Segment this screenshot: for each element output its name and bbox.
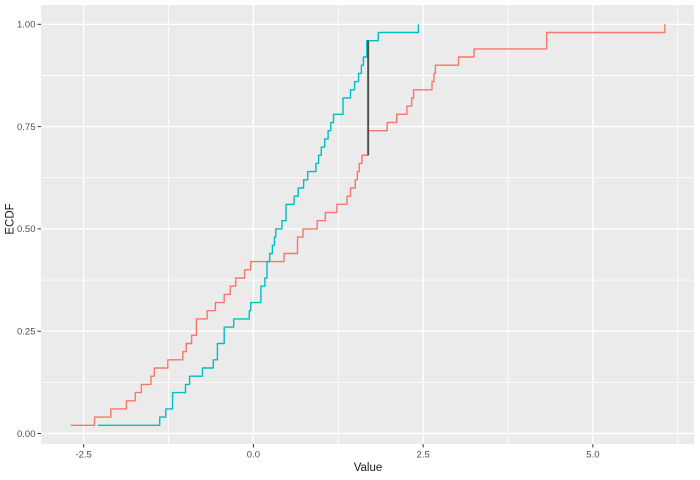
x-tick-label: -2.5	[75, 450, 91, 461]
y-tick-label: 1.00	[17, 20, 36, 31]
ecdf-curve-sample-teal	[97, 24, 420, 426]
ecdf-curve-sample-red	[70, 24, 666, 426]
y-tick-label: 0.50	[17, 224, 36, 235]
x-axis-title: Value	[353, 462, 383, 474]
x-tick-label: 5.0	[586, 450, 599, 461]
y-tick-label: 0.25	[17, 327, 36, 338]
x-tick-label: 0.0	[247, 450, 260, 461]
y-tick-label: 0.00	[17, 429, 36, 440]
y-axis-title: ECDF	[4, 203, 17, 235]
y-tick-label: 0.75	[17, 122, 36, 133]
x-tick-label: 2.5	[417, 450, 430, 461]
